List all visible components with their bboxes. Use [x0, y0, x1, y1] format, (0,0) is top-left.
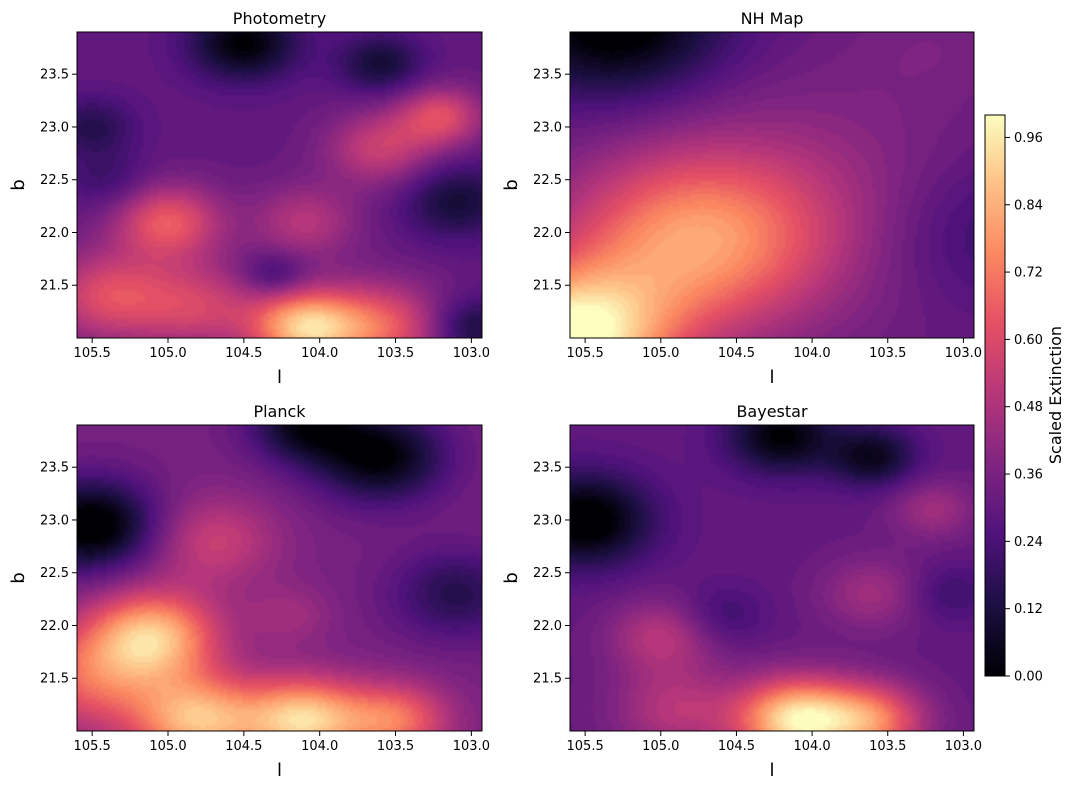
heatmap-image: [77, 32, 482, 338]
panel-title: Photometry: [233, 9, 326, 28]
x-tick-label: 104.5: [225, 346, 262, 361]
y-tick-label: 21.5: [533, 279, 562, 294]
x-axis-label: l: [769, 367, 774, 388]
colorbar-tick-label: 0.72: [1014, 266, 1043, 281]
x-tick-label: 104.0: [793, 739, 830, 754]
panel-planck: Planck 105.5 105.0 104.5 104.0 103.5 103.0 21.5…: [8, 402, 490, 781]
x-tick-label: 104.5: [718, 346, 755, 361]
x-axis-label: l: [277, 760, 282, 781]
x-tick-label: 105.0: [642, 739, 679, 754]
y-tick-label: 22.0: [40, 226, 69, 241]
x-tick-label: 103.0: [945, 739, 982, 754]
x-tick-label: 104.5: [718, 739, 755, 754]
y-tick-label: 22.0: [40, 619, 69, 634]
y-tick-label: 21.5: [533, 672, 562, 687]
plot-frame: [76, 424, 483, 732]
x-tick-label: 105.5: [567, 346, 604, 361]
x-tick-label: 103.5: [377, 346, 414, 361]
x-tick-label: 103.0: [453, 346, 490, 361]
colorbar-label: Scaled Extinction: [1046, 326, 1065, 464]
y-tick-label: 22.5: [40, 566, 69, 581]
y-tick-label: 23.5: [533, 68, 562, 83]
y-tick-label: 23.0: [533, 120, 562, 135]
colorbar-tick-label: 0.96: [1014, 131, 1043, 146]
x-tick-label: 105.5: [74, 346, 111, 361]
y-tick-label: 22.0: [533, 226, 562, 241]
y-tick-label: 23.0: [40, 513, 69, 528]
plot-frame: [569, 424, 975, 732]
y-tick-label: 22.5: [40, 173, 69, 188]
panel-title: Planck: [253, 402, 306, 421]
x-tick-label: 104.0: [301, 346, 338, 361]
panel-photometry: Photometry 105.5 105.0 104.5 104.0 103.5 103.0…: [8, 9, 490, 388]
x-tick-label: 105.0: [642, 346, 679, 361]
x-tick-label: 103.5: [869, 739, 906, 754]
x-tick-label: 103.5: [869, 346, 906, 361]
plot-frame: [76, 31, 483, 339]
colorbar-gradient: [984, 114, 1006, 677]
x-tick-label: 105.0: [149, 739, 186, 754]
heatmap-image: [570, 425, 974, 731]
y-tick-label: 22.5: [533, 173, 562, 188]
heatmap-image: [77, 425, 482, 731]
x-tick-label: 103.5: [377, 739, 414, 754]
colorbar-tick-label: 0.12: [1014, 602, 1043, 617]
x-tick-label: 104.0: [793, 346, 830, 361]
y-tick-label: 23.5: [533, 461, 562, 476]
y-tick-label: 21.5: [40, 279, 69, 294]
x-tick-label: 105.0: [149, 346, 186, 361]
y-tick-label: 21.5: [40, 672, 69, 687]
y-axis-label: b: [8, 179, 29, 190]
colorbar-ticks: 0.00 0.12 0.24 0.36 0.48 0.60 0.72 0.84 0.96: [1005, 131, 1043, 685]
y-axis-label: b: [8, 572, 29, 583]
panel-nh-map: NH Map 105.5 105.0 104.5 104.0 103.5 103.0 21.5…: [501, 9, 982, 388]
y-axis-label: b: [501, 572, 522, 583]
x-tick-label: 105.5: [567, 739, 604, 754]
x-tick-label: 104.0: [301, 739, 338, 754]
y-tick-label: 22.5: [533, 566, 562, 581]
panel-title: Bayestar: [736, 402, 808, 421]
colorbar-tick-label: 0.60: [1014, 333, 1043, 348]
y-tick-label: 23.0: [40, 120, 69, 135]
x-tick-label: 104.5: [225, 739, 262, 754]
colorbar-tick-label: 0.84: [1014, 198, 1043, 213]
y-tick-label: 23.5: [40, 68, 69, 83]
colorbar-tick-label: 0.36: [1014, 468, 1043, 483]
panel-bayestar: Bayestar 105.5 105.0 104.5 104.0 103.5 103.0 21…: [501, 402, 982, 781]
colorbar-tick-label: 0.00: [1014, 670, 1043, 685]
plot-frame: [569, 31, 975, 339]
x-axis-label: l: [277, 367, 282, 388]
y-tick-label: 23.0: [533, 513, 562, 528]
x-axis-label: l: [769, 760, 774, 781]
y-tick-label: 23.5: [40, 461, 69, 476]
x-tick-label: 105.5: [74, 739, 111, 754]
colorbar: 0.00 0.12 0.24 0.36 0.48 0.60 0.72 0.84 0.96 Sca…: [984, 114, 1065, 685]
x-tick-label: 103.0: [945, 346, 982, 361]
panel-title: NH Map: [741, 9, 804, 28]
colorbar-tick-label: 0.48: [1014, 400, 1043, 415]
x-tick-label: 103.0: [453, 739, 490, 754]
y-tick-label: 22.0: [533, 619, 562, 634]
panels-group: Photometry 105.5 105.0 104.5 104.0 103.5 103.0…: [8, 9, 982, 781]
colorbar-tick-label: 0.24: [1014, 535, 1043, 550]
heatmap-image: [570, 32, 974, 338]
y-axis-label: b: [501, 179, 522, 190]
